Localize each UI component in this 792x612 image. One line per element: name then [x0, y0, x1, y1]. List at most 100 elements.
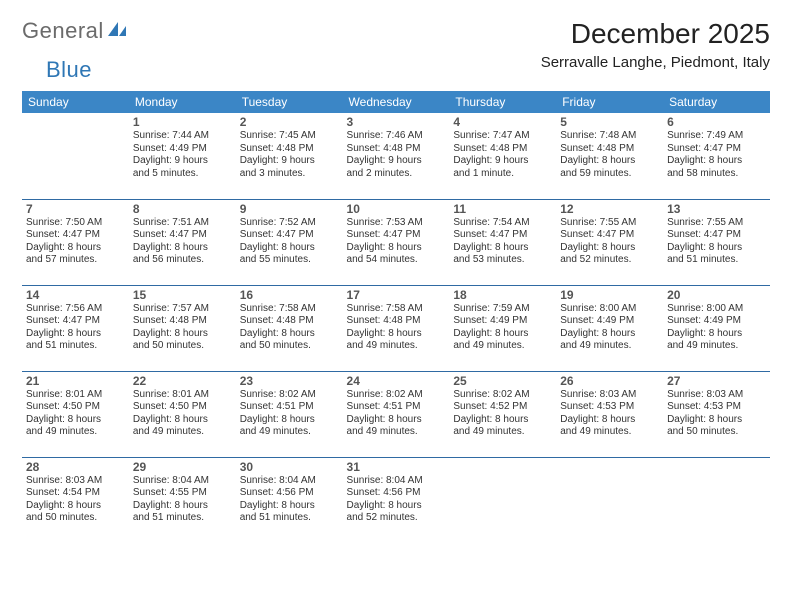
brand-word-2: Blue [46, 57, 92, 82]
sunset-text: Sunset: 4:53 PM [667, 401, 766, 414]
sunrise-text: Sunrise: 7:48 AM [560, 130, 659, 143]
weekday-header-row: SundayMondayTuesdayWednesdayThursdayFrid… [22, 91, 770, 113]
daylight-text-2: and 49 minutes. [347, 340, 446, 353]
daylight-text-2: and 49 minutes. [453, 426, 552, 439]
day-number: 24 [347, 374, 446, 388]
sunset-text: Sunset: 4:54 PM [26, 487, 125, 500]
sunrise-text: Sunrise: 7:50 AM [26, 217, 125, 230]
daylight-text-1: Daylight: 8 hours [560, 242, 659, 255]
day-info: Sunrise: 7:54 AMSunset: 4:47 PMDaylight:… [453, 217, 552, 267]
calendar-day-cell: 6Sunrise: 7:49 AMSunset: 4:47 PMDaylight… [663, 113, 770, 199]
sunset-text: Sunset: 4:47 PM [133, 229, 232, 242]
day-number: 16 [240, 288, 339, 302]
sunset-text: Sunset: 4:52 PM [453, 401, 552, 414]
sunset-text: Sunset: 4:51 PM [347, 401, 446, 414]
day-info: Sunrise: 7:53 AMSunset: 4:47 PMDaylight:… [347, 217, 446, 267]
day-number: 3 [347, 115, 446, 129]
sunrise-text: Sunrise: 7:56 AM [26, 303, 125, 316]
day-number: 14 [26, 288, 125, 302]
calendar-day-cell: 29Sunrise: 8:04 AMSunset: 4:55 PMDayligh… [129, 457, 236, 543]
calendar-day-cell: 23Sunrise: 8:02 AMSunset: 4:51 PMDayligh… [236, 371, 343, 457]
daylight-text-2: and 56 minutes. [133, 254, 232, 267]
day-number: 11 [453, 202, 552, 216]
sunrise-text: Sunrise: 7:46 AM [347, 130, 446, 143]
daylight-text-2: and 51 minutes. [133, 512, 232, 525]
day-info: Sunrise: 8:01 AMSunset: 4:50 PMDaylight:… [133, 389, 232, 439]
sunrise-text: Sunrise: 7:52 AM [240, 217, 339, 230]
sunrise-text: Sunrise: 8:03 AM [560, 389, 659, 402]
calendar-week-row: 7Sunrise: 7:50 AMSunset: 4:47 PMDaylight… [22, 199, 770, 285]
month-title: December 2025 [541, 18, 770, 50]
sunset-text: Sunset: 4:47 PM [347, 229, 446, 242]
day-number: 6 [667, 115, 766, 129]
day-info: Sunrise: 7:49 AMSunset: 4:47 PMDaylight:… [667, 130, 766, 180]
daylight-text-1: Daylight: 8 hours [667, 328, 766, 341]
day-number: 22 [133, 374, 232, 388]
calendar-empty-cell [449, 457, 556, 543]
calendar-day-cell: 9Sunrise: 7:52 AMSunset: 4:47 PMDaylight… [236, 199, 343, 285]
day-number: 10 [347, 202, 446, 216]
day-info: Sunrise: 8:04 AMSunset: 4:56 PMDaylight:… [347, 475, 446, 525]
brand-sail-icon [106, 20, 128, 43]
day-info: Sunrise: 7:44 AMSunset: 4:49 PMDaylight:… [133, 130, 232, 180]
calendar-day-cell: 21Sunrise: 8:01 AMSunset: 4:50 PMDayligh… [22, 371, 129, 457]
sunset-text: Sunset: 4:49 PM [560, 315, 659, 328]
day-number: 25 [453, 374, 552, 388]
daylight-text-2: and 50 minutes. [26, 512, 125, 525]
day-number: 29 [133, 460, 232, 474]
day-info: Sunrise: 7:52 AMSunset: 4:47 PMDaylight:… [240, 217, 339, 267]
day-info: Sunrise: 8:04 AMSunset: 4:56 PMDaylight:… [240, 475, 339, 525]
sunrise-text: Sunrise: 8:00 AM [560, 303, 659, 316]
sunrise-text: Sunrise: 8:00 AM [667, 303, 766, 316]
daylight-text-2: and 50 minutes. [133, 340, 232, 353]
sunset-text: Sunset: 4:50 PM [26, 401, 125, 414]
sunrise-text: Sunrise: 7:45 AM [240, 130, 339, 143]
daylight-text-2: and 49 minutes. [560, 426, 659, 439]
sunset-text: Sunset: 4:48 PM [560, 143, 659, 156]
daylight-text-1: Daylight: 8 hours [560, 155, 659, 168]
sunset-text: Sunset: 4:49 PM [133, 143, 232, 156]
sunrise-text: Sunrise: 7:57 AM [133, 303, 232, 316]
daylight-text-2: and 54 minutes. [347, 254, 446, 267]
day-number: 19 [560, 288, 659, 302]
sunrise-text: Sunrise: 8:03 AM [26, 475, 125, 488]
calendar-day-cell: 30Sunrise: 8:04 AMSunset: 4:56 PMDayligh… [236, 457, 343, 543]
daylight-text-1: Daylight: 8 hours [240, 242, 339, 255]
location-text: Serravalle Langhe, Piedmont, Italy [541, 54, 770, 71]
daylight-text-2: and 59 minutes. [560, 168, 659, 181]
weekday-header: Thursday [449, 91, 556, 113]
daylight-text-2: and 58 minutes. [667, 168, 766, 181]
daylight-text-2: and 49 minutes. [133, 426, 232, 439]
calendar-day-cell: 11Sunrise: 7:54 AMSunset: 4:47 PMDayligh… [449, 199, 556, 285]
calendar-day-cell: 1Sunrise: 7:44 AMSunset: 4:49 PMDaylight… [129, 113, 236, 199]
daylight-text-2: and 52 minutes. [347, 512, 446, 525]
daylight-text-2: and 49 minutes. [667, 340, 766, 353]
daylight-text-1: Daylight: 8 hours [240, 500, 339, 513]
daylight-text-1: Daylight: 8 hours [667, 155, 766, 168]
day-number: 1 [133, 115, 232, 129]
weekday-header: Saturday [663, 91, 770, 113]
calendar-day-cell: 8Sunrise: 7:51 AMSunset: 4:47 PMDaylight… [129, 199, 236, 285]
day-number: 28 [26, 460, 125, 474]
daylight-text-1: Daylight: 9 hours [347, 155, 446, 168]
calendar-empty-cell [22, 113, 129, 199]
sunset-text: Sunset: 4:55 PM [133, 487, 232, 500]
calendar-week-row: 28Sunrise: 8:03 AMSunset: 4:54 PM Dayligh… [22, 457, 770, 543]
calendar-day-cell: 31Sunrise: 8:04 AMSunset: 4:56 PMDayligh… [343, 457, 450, 543]
daylight-text-1: Daylight: 8 hours [453, 328, 552, 341]
calendar-day-cell: 28Sunrise: 8:03 AMSunset: 4:54 PMDayligh… [22, 457, 129, 543]
sunset-text: Sunset: 4:47 PM [26, 315, 125, 328]
day-number: 2 [240, 115, 339, 129]
day-number: 21 [26, 374, 125, 388]
calendar-day-cell: 10Sunrise: 7:53 AMSunset: 4:47 PMDayligh… [343, 199, 450, 285]
day-number: 4 [453, 115, 552, 129]
daylight-text-2: and 57 minutes. [26, 254, 125, 267]
daylight-text-1: Daylight: 8 hours [347, 328, 446, 341]
day-info: Sunrise: 7:47 AMSunset: 4:48 PMDaylight:… [453, 130, 552, 180]
calendar-day-cell: 4Sunrise: 7:47 AMSunset: 4:48 PMDaylight… [449, 113, 556, 199]
daylight-text-2: and 52 minutes. [560, 254, 659, 267]
day-info: Sunrise: 7:58 AMSunset: 4:48 PMDaylight:… [347, 303, 446, 353]
calendar-day-cell: 17Sunrise: 7:58 AMSunset: 4:48 PMDayligh… [343, 285, 450, 371]
sunset-text: Sunset: 4:53 PM [560, 401, 659, 414]
calendar-empty-cell [556, 457, 663, 543]
